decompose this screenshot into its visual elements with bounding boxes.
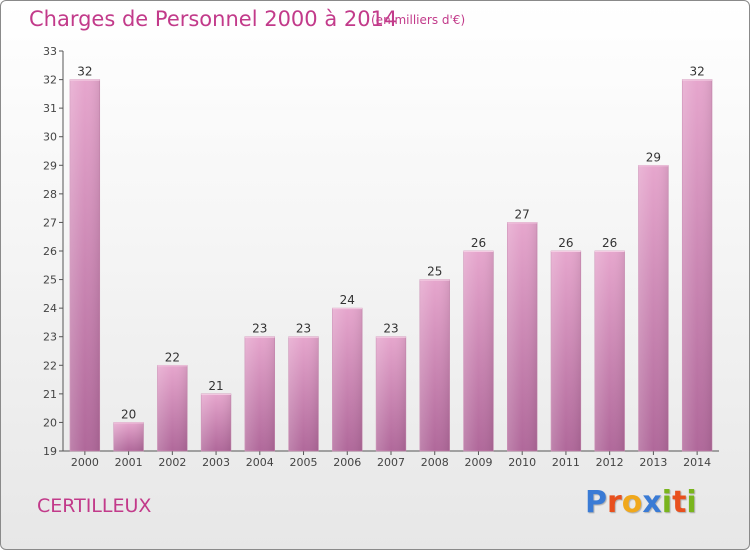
data-label: 32 <box>77 65 92 79</box>
bar-shade <box>682 79 713 452</box>
commune-name: CERTILLEUX <box>37 495 152 517</box>
bar-shade <box>594 251 625 451</box>
bar-shade <box>288 336 319 451</box>
bar-shade <box>507 222 538 451</box>
bar-shade <box>113 422 144 451</box>
data-label: 26 <box>471 236 486 250</box>
data-label: 20 <box>121 407 136 421</box>
y-tick-label: 31 <box>43 102 57 115</box>
x-tick-label: 2012 <box>596 456 624 469</box>
bar-shade <box>69 79 100 452</box>
x-tick-label: 2005 <box>290 456 318 469</box>
x-tick-label: 2006 <box>333 456 361 469</box>
bar-shade <box>638 165 669 452</box>
logo-letter: x <box>642 485 662 520</box>
logo-letter: o <box>621 485 643 520</box>
bar-shade <box>551 251 581 451</box>
x-tick-label: 2009 <box>464 456 492 469</box>
chart-subtitle: (en milliers d'€) <box>371 13 466 27</box>
logo-letter: t <box>672 485 687 520</box>
x-tick-label: 2010 <box>508 456 536 469</box>
bar-shade <box>332 308 363 451</box>
logo-letter: i <box>686 485 697 520</box>
bar-shade <box>463 251 494 451</box>
y-tick-label: 19 <box>43 445 57 458</box>
y-tick-label: 22 <box>43 359 57 372</box>
y-tick-label: 26 <box>43 245 57 258</box>
data-label: 32 <box>689 65 704 79</box>
bar-shade <box>419 279 450 451</box>
x-tick-label: 2004 <box>246 456 274 469</box>
data-label: 23 <box>383 322 398 336</box>
chart-title: Charges de Personnel 2000 à 2014 <box>29 7 398 31</box>
logo-letter: r <box>607 485 622 520</box>
y-tick-label: 29 <box>43 159 57 172</box>
x-tick-label: 2000 <box>71 456 99 469</box>
data-label: 29 <box>646 150 661 164</box>
y-tick-label: 28 <box>43 188 57 201</box>
x-tick-label: 2002 <box>158 456 186 469</box>
y-tick-label: 33 <box>43 45 57 58</box>
data-label: 23 <box>252 322 267 336</box>
y-tick-label: 21 <box>43 388 57 401</box>
x-tick-label: 2008 <box>421 456 449 469</box>
x-tick-label: 2003 <box>202 456 230 469</box>
x-tick-label: 2011 <box>552 456 580 469</box>
y-tick-label: 23 <box>43 331 57 344</box>
bar-shade <box>244 336 275 451</box>
data-label: 24 <box>340 293 355 307</box>
y-tick-label: 30 <box>43 131 57 144</box>
y-tick-label: 27 <box>43 216 57 229</box>
bar-shade <box>376 336 406 451</box>
data-label: 26 <box>602 236 617 250</box>
data-label: 25 <box>427 265 442 279</box>
y-tick-label: 25 <box>43 274 57 287</box>
x-tick-label: 2001 <box>115 456 143 469</box>
data-label: 27 <box>515 207 530 221</box>
y-tick-label: 20 <box>43 416 57 429</box>
data-label: 26 <box>558 236 573 250</box>
data-label: 23 <box>296 322 311 336</box>
data-label: 21 <box>208 379 223 393</box>
bars: 32 20 22 21 23 23 24 23 25 26 27 26 26 29 32 <box>69 65 713 452</box>
y-tick-label: 32 <box>43 74 57 87</box>
axes: 19 20 21 22 23 24 25 26 27 28 29 30 31 32 33 2000 2001 20… <box>43 45 719 469</box>
logo-letter: P <box>585 485 607 520</box>
proxiti-logo: Proxiti <box>585 485 697 520</box>
x-tick-label: 2013 <box>639 456 667 469</box>
x-tick-label: 2007 <box>377 456 405 469</box>
bar-shade <box>201 393 231 451</box>
bar-shade <box>157 365 188 451</box>
y-tick-label: 24 <box>43 302 57 315</box>
logo-letter: i <box>661 485 673 520</box>
data-label: 22 <box>165 350 180 364</box>
x-tick-label: 2014 <box>683 456 711 469</box>
